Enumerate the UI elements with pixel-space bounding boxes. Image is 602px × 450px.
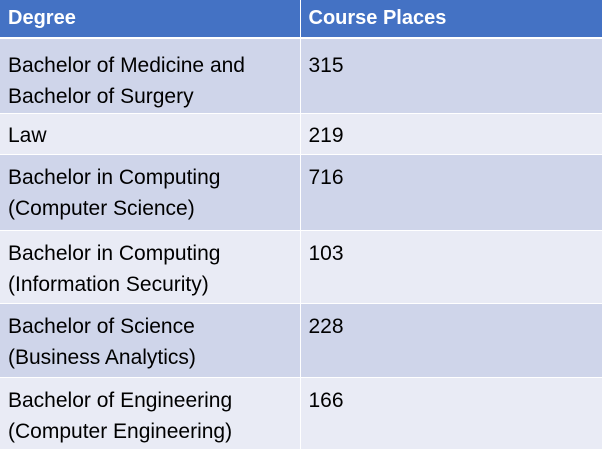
header-degree: Degree	[0, 0, 301, 39]
degree-line: (Computer Engineering)	[8, 419, 233, 443]
degree-cell: Bachelor in Computing (Computer Science)	[0, 154, 301, 231]
degree-line: Law	[8, 123, 47, 147]
degree-cell: Bachelor of Science (Business Analytics)	[0, 303, 301, 378]
table-row: Bachelor in Computing (Information Securi…	[0, 230, 602, 304]
degree-line: Bachelor of Engineering	[8, 388, 233, 412]
places-cell: 716	[300, 154, 602, 231]
table-header-row: Degree Course Places	[0, 0, 602, 39]
table-row: Bachelor of Science (Business Analytics) …	[0, 303, 602, 378]
places-cell: 166	[300, 377, 602, 450]
table-row: Bachelor of Medicine and Bachelor of Surg…	[0, 38, 602, 114]
degree-line: Bachelor in Computing	[8, 241, 221, 265]
degree-cell: Law	[0, 113, 301, 155]
table-row: Law 219	[0, 113, 602, 155]
degree-line: Bachelor of Surgery	[8, 85, 194, 108]
degree-line: Bachelor in Computing	[8, 165, 221, 189]
table-row: Bachelor in Computing (Computer Science) …	[0, 154, 602, 231]
degree-cell: Bachelor of Engineering (Computer Enginee…	[0, 377, 301, 450]
table-row: Bachelor of Engineering (Computer Enginee…	[0, 377, 602, 450]
places-cell: 103	[300, 230, 602, 304]
degree-line: (Business Analytics)	[8, 345, 196, 369]
degree-cell: Bachelor in Computing (Information Securi…	[0, 230, 301, 304]
header-course-places: Course Places	[300, 0, 602, 39]
degree-cell: Bachelor of Medicine and Bachelor of Surg…	[0, 38, 301, 114]
places-cell: 315	[300, 38, 602, 114]
places-cell: 228	[300, 303, 602, 378]
degree-line: (Information Security)	[8, 272, 209, 296]
degree-line: Bachelor of Science	[8, 314, 195, 338]
degree-line: (Computer Science)	[8, 196, 195, 220]
places-cell: 219	[300, 113, 602, 155]
degree-line: Bachelor of Medicine and	[8, 54, 245, 77]
